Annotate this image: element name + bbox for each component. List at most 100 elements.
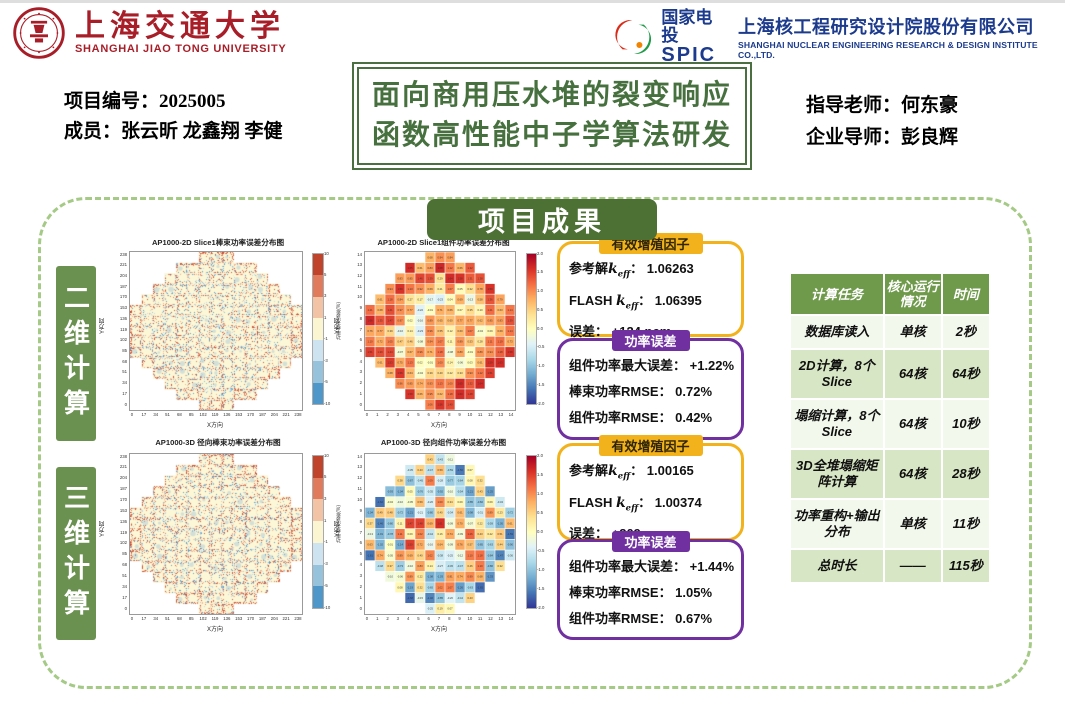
colorbar-tick: 3 <box>324 293 327 299</box>
heatmap-cell <box>465 507 475 518</box>
heatmap-cell-value: 0.76 <box>457 543 463 547</box>
heatmap-cell-value: 0.69 <box>497 329 503 333</box>
heatmap-cell-value: 0.81 <box>447 575 453 579</box>
x-axis-tick: 8 <box>448 616 451 621</box>
heatmap-cell <box>395 273 405 284</box>
heatmap-cell-value: 1.07 <box>467 329 473 333</box>
heatmap-cell <box>445 603 455 614</box>
y-axis-tick: 238 <box>119 251 127 257</box>
heatmap-cell-value: 0.43 <box>417 468 423 472</box>
y-axis-tick: 10 <box>357 496 362 502</box>
y-axis-tick: 13 <box>357 262 362 268</box>
heatmap-cell-value: 0.89 <box>407 575 413 579</box>
heatmap-cell-value: -0.72 <box>397 511 403 515</box>
colorbar-segment <box>313 477 323 500</box>
heatmap-cell <box>395 486 405 497</box>
heatmap-cell-value: 0.59 <box>437 468 443 472</box>
heatmap-cell-value: -0.01 <box>427 308 433 312</box>
heatmap-cell <box>415 518 425 529</box>
heatmap-cell <box>435 539 445 550</box>
y-axis-tick: 12 <box>357 475 362 481</box>
heatmap-cell <box>425 486 435 497</box>
heatmap-cell <box>365 326 375 336</box>
heatmap-cell <box>475 304 485 315</box>
chart-title: AP1000-3D 径向棒束功率误差分布图 <box>155 438 281 447</box>
heatmap-cell-value: 0.83 <box>427 266 433 270</box>
y-axis-tick: 51 <box>122 369 127 375</box>
heatmap-cell <box>375 507 385 518</box>
x-axis-tick: 7 <box>437 616 441 621</box>
heatmap-cell <box>455 304 465 315</box>
heatmap-cell-value: -0.48 <box>377 564 383 568</box>
heatmap-cell <box>415 336 425 347</box>
heatmap-cell <box>435 378 445 389</box>
heatmap-cell <box>365 304 375 315</box>
heatmap-cell-value: 0.85 <box>487 318 493 322</box>
heatmap-cell <box>415 582 425 593</box>
x-axis-tick: 51 <box>165 412 170 417</box>
x-axis-tick: 1 <box>376 412 379 417</box>
heatmap-cell-value: -0.80 <box>427 511 433 515</box>
heatmap-cell-value: -1.04 <box>367 511 373 515</box>
top-divider <box>0 0 1065 3</box>
heatmap-cell <box>505 539 515 550</box>
y-axis-tick: 7 <box>359 326 362 332</box>
table-cell: 功率重构+输出分布 <box>791 500 883 548</box>
heatmap-cell <box>495 326 505 336</box>
heatmap-cell-value: 0.23 <box>497 511 503 515</box>
table-cell: 总时长 <box>791 550 883 582</box>
heatmap-cell-value: 0.07 <box>457 308 463 312</box>
heatmap-cell <box>385 347 395 358</box>
heatmap-cell <box>475 336 485 347</box>
heatmap-cell-value: 0.85 <box>407 276 413 280</box>
heatmap-cell-value: 1.58 <box>507 350 513 354</box>
heatmap-cell-value: -0.09 <box>457 532 463 536</box>
heatmap-cell-value: 0.05 <box>457 287 463 291</box>
heatmap-cell <box>475 326 485 336</box>
x-axis-tick: 85 <box>188 412 194 417</box>
heatmap-cell-value: 1.59 <box>397 287 403 291</box>
y-axis-tick: 51 <box>122 572 127 578</box>
heatmap-cell <box>365 315 375 326</box>
heatmap-cell-value: 1.18 <box>477 553 483 557</box>
heatmap-cell <box>435 273 445 284</box>
y-axis-tick: 0 <box>359 605 362 611</box>
result-row: 棒束功率RMSE： 0.72% <box>569 384 713 399</box>
x-axis-tick: 13 <box>498 616 504 621</box>
y-axis-tick: 11 <box>357 486 362 492</box>
heatmap-cell <box>435 357 445 368</box>
heatmap-cell-value: 0.94 <box>487 350 493 354</box>
heatmap-cell-value: -0.63 <box>467 585 473 589</box>
heatmap-cell <box>445 399 455 410</box>
heatmap-cell-value: -0.17 <box>427 297 433 301</box>
y-axis-tick: 4 <box>359 358 362 364</box>
heatmap-cell-value: -0.44 <box>457 596 463 600</box>
heatmap-cell-value: -0.82 <box>477 500 483 504</box>
table-row: 2D计算，8个Slice 64核 64秒 <box>791 350 989 398</box>
heatmap-cell <box>445 582 455 593</box>
heatmap-cell-value: 0.10 <box>477 308 483 312</box>
heatmap-cell-value: 0.97 <box>397 308 403 312</box>
heatmap-cell <box>455 283 465 294</box>
heatmap-cell-value: -0.01 <box>467 350 473 354</box>
heatmap-cell <box>375 357 385 368</box>
heatmap-cell <box>405 582 415 593</box>
heatmap-cell <box>375 315 385 326</box>
heatmap-cell-value: 0.09 <box>457 500 463 504</box>
result-box-header: 功率误差 <box>611 330 690 351</box>
heatmap-cell-value: -0.80 <box>387 521 393 525</box>
heatmap-cell <box>405 347 415 358</box>
heatmap-cell <box>405 378 415 389</box>
heatmap-cell-value: 0.68 <box>427 255 433 259</box>
heatmap-cell-value: -0.01 <box>427 361 433 365</box>
heatmap-cell-value: -1.01 <box>377 532 383 536</box>
heatmap-cell <box>445 475 455 486</box>
heatmap-cell <box>455 368 465 379</box>
heatmap-cell <box>415 486 425 497</box>
table-cell: 3D全堆塌缩矩阵计算 <box>791 450 883 498</box>
heatmap-cell-value: 0.22 <box>417 575 423 579</box>
heatmap-cell-value: -1.47 <box>497 553 503 557</box>
heatmap-cell <box>465 464 475 476</box>
power-error-box-3d: 功率误差 组件功率最大误差： +1.44% 棒束功率RMSE： 1.05% 组件… <box>557 531 744 640</box>
y-axis-tick: 7 <box>359 529 362 535</box>
